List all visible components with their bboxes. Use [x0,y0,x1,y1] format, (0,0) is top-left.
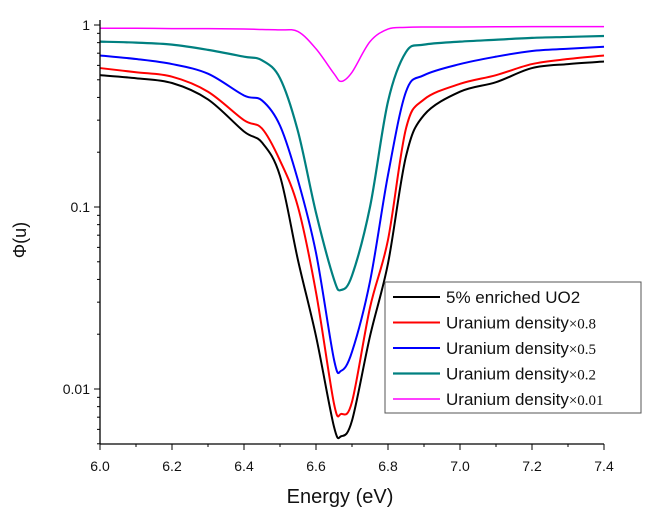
legend-label-0: 5% enriched UO2 [446,288,580,307]
legend-series-factor: ×0.8 [569,317,596,333]
x-tick-label: 7.2 [522,458,542,474]
x-tick-label: 6.6 [306,458,326,474]
x-tick-label: 6.2 [162,458,182,474]
series-line-1 [99,54,605,418]
legend-series-name: Uranium density [446,314,569,333]
x-tick-label: 6.8 [378,458,398,474]
legend-label-4: Uranium density×0.01 [446,390,604,409]
y-axis-label: Φ(u) [10,222,30,258]
series-line-0 [99,60,605,440]
legend-series-name: Uranium density [446,365,569,384]
legend-series-factor: ×0.5 [569,342,596,358]
x-axis-label: Energy (eV) [287,486,394,508]
legend-series-name: Uranium density [446,390,569,409]
series-line-3 [99,34,605,292]
y-tick-label: 0.01 [63,381,90,397]
y-tick-label: 1 [82,17,90,33]
series-line-4 [99,25,604,83]
legend-series-name: Uranium density [446,339,569,358]
y-tick-label: 0.1 [71,199,91,215]
x-tick-label: 7.0 [450,458,470,474]
legend-label-2: Uranium density×0.5 [446,339,596,358]
legend-series-factor: ×0.2 [569,368,596,384]
series-lines [99,25,605,440]
x-tick-label: 6.0 [90,458,110,474]
legend-label-3: Uranium density×0.2 [446,365,596,384]
x-tick-label: 7.4 [594,458,614,474]
legend-label-1: Uranium density×0.8 [446,314,596,333]
series-line-2 [99,45,605,375]
x-tick-label: 6.4 [234,458,254,474]
legend-series-factor: ×0.01 [569,393,604,409]
legend-series-name: 5% enriched UO2 [446,288,580,307]
ticks: 6.0 6.2 6.4 6.6 6.8 7.0 7.2 7.4 0.01 0.1 1 [63,17,614,474]
